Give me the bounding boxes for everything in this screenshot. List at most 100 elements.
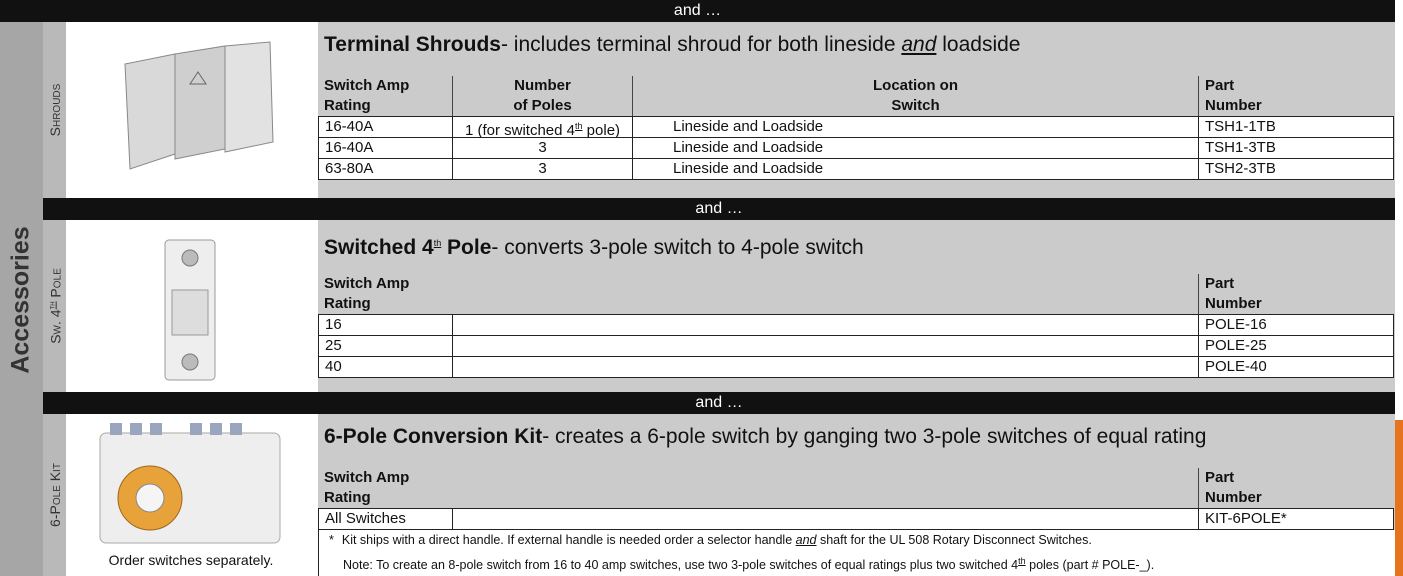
image-caption: Order switches separately. [108, 552, 274, 568]
shroud-image [124, 41, 274, 170]
table-cell: POLE-40 [1198, 356, 1394, 378]
footnote: Note: To create an 8-pole switch from 16… [329, 551, 1395, 576]
table-cell: 16-40A [318, 137, 453, 159]
header-line: Part [1205, 469, 1235, 486]
table-cell: 25 [318, 335, 453, 357]
table-cell: 1 (for switched 4th pole) [452, 116, 633, 139]
text-part: - creates a 6-pole switch by ganging two… [542, 425, 1207, 448]
section-tab: Sw. 4th Pole [47, 268, 64, 344]
text-part: Pole [47, 268, 64, 302]
text-part: 6-Pole Kit [47, 463, 63, 527]
header-line: Number [1205, 295, 1262, 312]
section-subtitle: - converts 3-pole switch to 4-pole switc… [491, 236, 863, 259]
blank-cell [452, 356, 1199, 378]
table-cell: KIT-6POLE* [1198, 508, 1394, 530]
text-part: th [46, 301, 57, 310]
text-part: poles (part # POLE-_). [1025, 558, 1155, 573]
tab-column [43, 220, 66, 392]
section-subtitle: - creates a 6-pole switch by ganging two… [542, 425, 1206, 448]
note-box: * Kit ships with a direct handle. If exte… [318, 530, 1395, 576]
header-line: Switch [891, 97, 940, 114]
table-cell: 16-40A [318, 116, 453, 138]
header-cell: Part Number [1198, 468, 1393, 508]
table-cell: TSH1-3TB [1198, 137, 1394, 159]
header-line: of Poles [513, 97, 572, 114]
text-part: th [575, 121, 583, 131]
section-tab: 6-Pole Kit [47, 463, 63, 527]
separator-bar: and … [43, 392, 1395, 414]
pole-image [164, 239, 216, 381]
text-part: Kit ships with a direct handle. If exter… [341, 533, 796, 547]
section-tab: Shrouds [47, 84, 63, 137]
header-line: Switch Amp [324, 275, 410, 292]
text-part: Shrouds [47, 83, 63, 137]
header-line: Rating [324, 97, 371, 114]
table-cell: Lineside and Loadside [632, 137, 1199, 159]
side-column [0, 22, 43, 576]
table-cell: 16 [318, 314, 453, 336]
header-line: Rating [324, 489, 371, 506]
section-title: Terminal Shrouds- includes terminal shro… [324, 32, 1020, 58]
tab-column [43, 22, 66, 198]
text-part: and [901, 33, 937, 56]
header-cell: Switch Amp Rating [318, 274, 452, 314]
top-bar: and … [0, 0, 1395, 22]
text-part: th [433, 238, 442, 248]
table-cell: POLE-25 [1198, 335, 1394, 357]
header-line: Number [1205, 489, 1262, 506]
header-divider [1198, 274, 1199, 314]
kit-image [99, 423, 281, 544]
text-part: th [1018, 556, 1026, 566]
text-part: 6-Pole Conversion Kit [324, 425, 543, 448]
edge-tab [1395, 420, 1403, 576]
header-cell: Number of Poles [452, 76, 632, 116]
header-line: Number [514, 77, 571, 94]
text-part: - includes terminal shroud for both line… [500, 33, 902, 56]
table-cell: TSH2-3TB [1198, 158, 1394, 180]
text-part: Sw. 4 [47, 309, 64, 344]
header-line: Switch Amp [324, 469, 410, 486]
header-cell: Location on Switch [632, 76, 1198, 116]
table-cell: Lineside and Loadside [632, 158, 1199, 180]
header-line: Location on [873, 77, 958, 94]
table-cell: Lineside and Loadside [632, 116, 1199, 138]
text-part: Switched 4 [324, 236, 434, 259]
tab-column [43, 414, 66, 576]
blank-cell [452, 508, 1199, 530]
text-part: shaft for the UL 508 Rotary Disconnect S… [816, 533, 1092, 547]
table-cell: 3 [452, 137, 633, 159]
text-part: Pole [441, 236, 492, 259]
header-line: Number [1205, 97, 1262, 114]
separator-bar: and … [43, 198, 1395, 220]
table-cell: 40 [318, 356, 453, 378]
section-subtitle: - includes terminal shroud for both line… [501, 33, 1020, 56]
text-part: loadside [936, 33, 1021, 56]
header-line: Part [1205, 275, 1235, 292]
text-part: pole) [582, 122, 621, 139]
side-label: Accessories [6, 226, 35, 374]
text-part: Note: To create an 8-pole switch from 16… [343, 558, 1019, 573]
header-cell: Switch Amp Rating [318, 76, 452, 116]
header-cell: Switch Amp Rating [318, 468, 452, 508]
table-cell: All Switches [318, 508, 453, 530]
header-cell: Part Number [1198, 274, 1393, 314]
footnote: * Kit ships with a direct handle. If exte… [329, 530, 1395, 551]
table-cell: POLE-16 [1198, 314, 1394, 336]
table-cell: 63-80A [318, 158, 453, 180]
header-line: Rating [324, 295, 371, 312]
blank-cell [452, 335, 1199, 357]
text-part: Terminal Shrouds [324, 33, 501, 56]
header-cell: Part Number [1198, 76, 1393, 116]
header-line: Switch Amp [324, 77, 410, 94]
table-cell: TSH1-1TB [1198, 116, 1394, 138]
text-part: 1 (for switched 4 [464, 122, 575, 139]
note-marker: * [329, 533, 334, 547]
blank-cell [452, 314, 1199, 336]
section-title: 6-Pole Conversion Kit- creates a 6-pole … [324, 424, 1206, 450]
table-cell: 3 [452, 158, 633, 180]
header-divider [1198, 468, 1199, 508]
text-part: and [795, 533, 817, 547]
text-part: - converts 3-pole switch to 4-pole switc… [491, 236, 864, 259]
header-line: Part [1205, 77, 1235, 94]
